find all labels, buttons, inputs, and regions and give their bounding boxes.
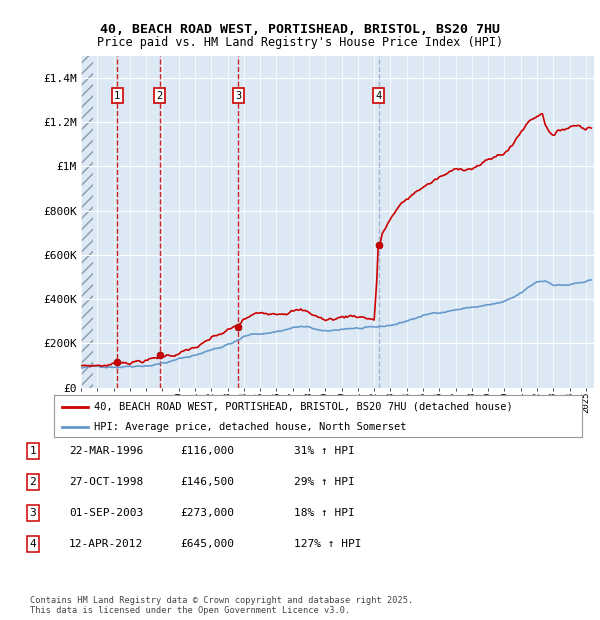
Text: Price paid vs. HM Land Registry's House Price Index (HPI): Price paid vs. HM Land Registry's House …	[97, 36, 503, 49]
Text: 2: 2	[157, 91, 163, 100]
Text: £645,000: £645,000	[180, 539, 234, 549]
Text: £273,000: £273,000	[180, 508, 234, 518]
Text: 01-SEP-2003: 01-SEP-2003	[69, 508, 143, 518]
Text: 18% ↑ HPI: 18% ↑ HPI	[294, 508, 355, 518]
Text: HPI: Average price, detached house, North Somerset: HPI: Average price, detached house, Nort…	[94, 422, 406, 432]
Text: 4: 4	[29, 539, 37, 549]
Text: 1: 1	[29, 446, 37, 456]
Text: 29% ↑ HPI: 29% ↑ HPI	[294, 477, 355, 487]
Text: 12-APR-2012: 12-APR-2012	[69, 539, 143, 549]
Text: 4: 4	[376, 91, 382, 100]
Text: 40, BEACH ROAD WEST, PORTISHEAD, BRISTOL, BS20 7HU (detached house): 40, BEACH ROAD WEST, PORTISHEAD, BRISTOL…	[94, 402, 512, 412]
Text: 1: 1	[114, 91, 121, 100]
Text: 127% ↑ HPI: 127% ↑ HPI	[294, 539, 361, 549]
Text: 27-OCT-1998: 27-OCT-1998	[69, 477, 143, 487]
Text: 22-MAR-1996: 22-MAR-1996	[69, 446, 143, 456]
Text: £146,500: £146,500	[180, 477, 234, 487]
Text: £116,000: £116,000	[180, 446, 234, 456]
Text: 40, BEACH ROAD WEST, PORTISHEAD, BRISTOL, BS20 7HU: 40, BEACH ROAD WEST, PORTISHEAD, BRISTOL…	[100, 23, 500, 36]
Text: 2: 2	[29, 477, 37, 487]
Text: 3: 3	[29, 508, 37, 518]
Text: Contains HM Land Registry data © Crown copyright and database right 2025.
This d: Contains HM Land Registry data © Crown c…	[30, 596, 413, 615]
Text: 3: 3	[235, 91, 242, 100]
Text: 31% ↑ HPI: 31% ↑ HPI	[294, 446, 355, 456]
